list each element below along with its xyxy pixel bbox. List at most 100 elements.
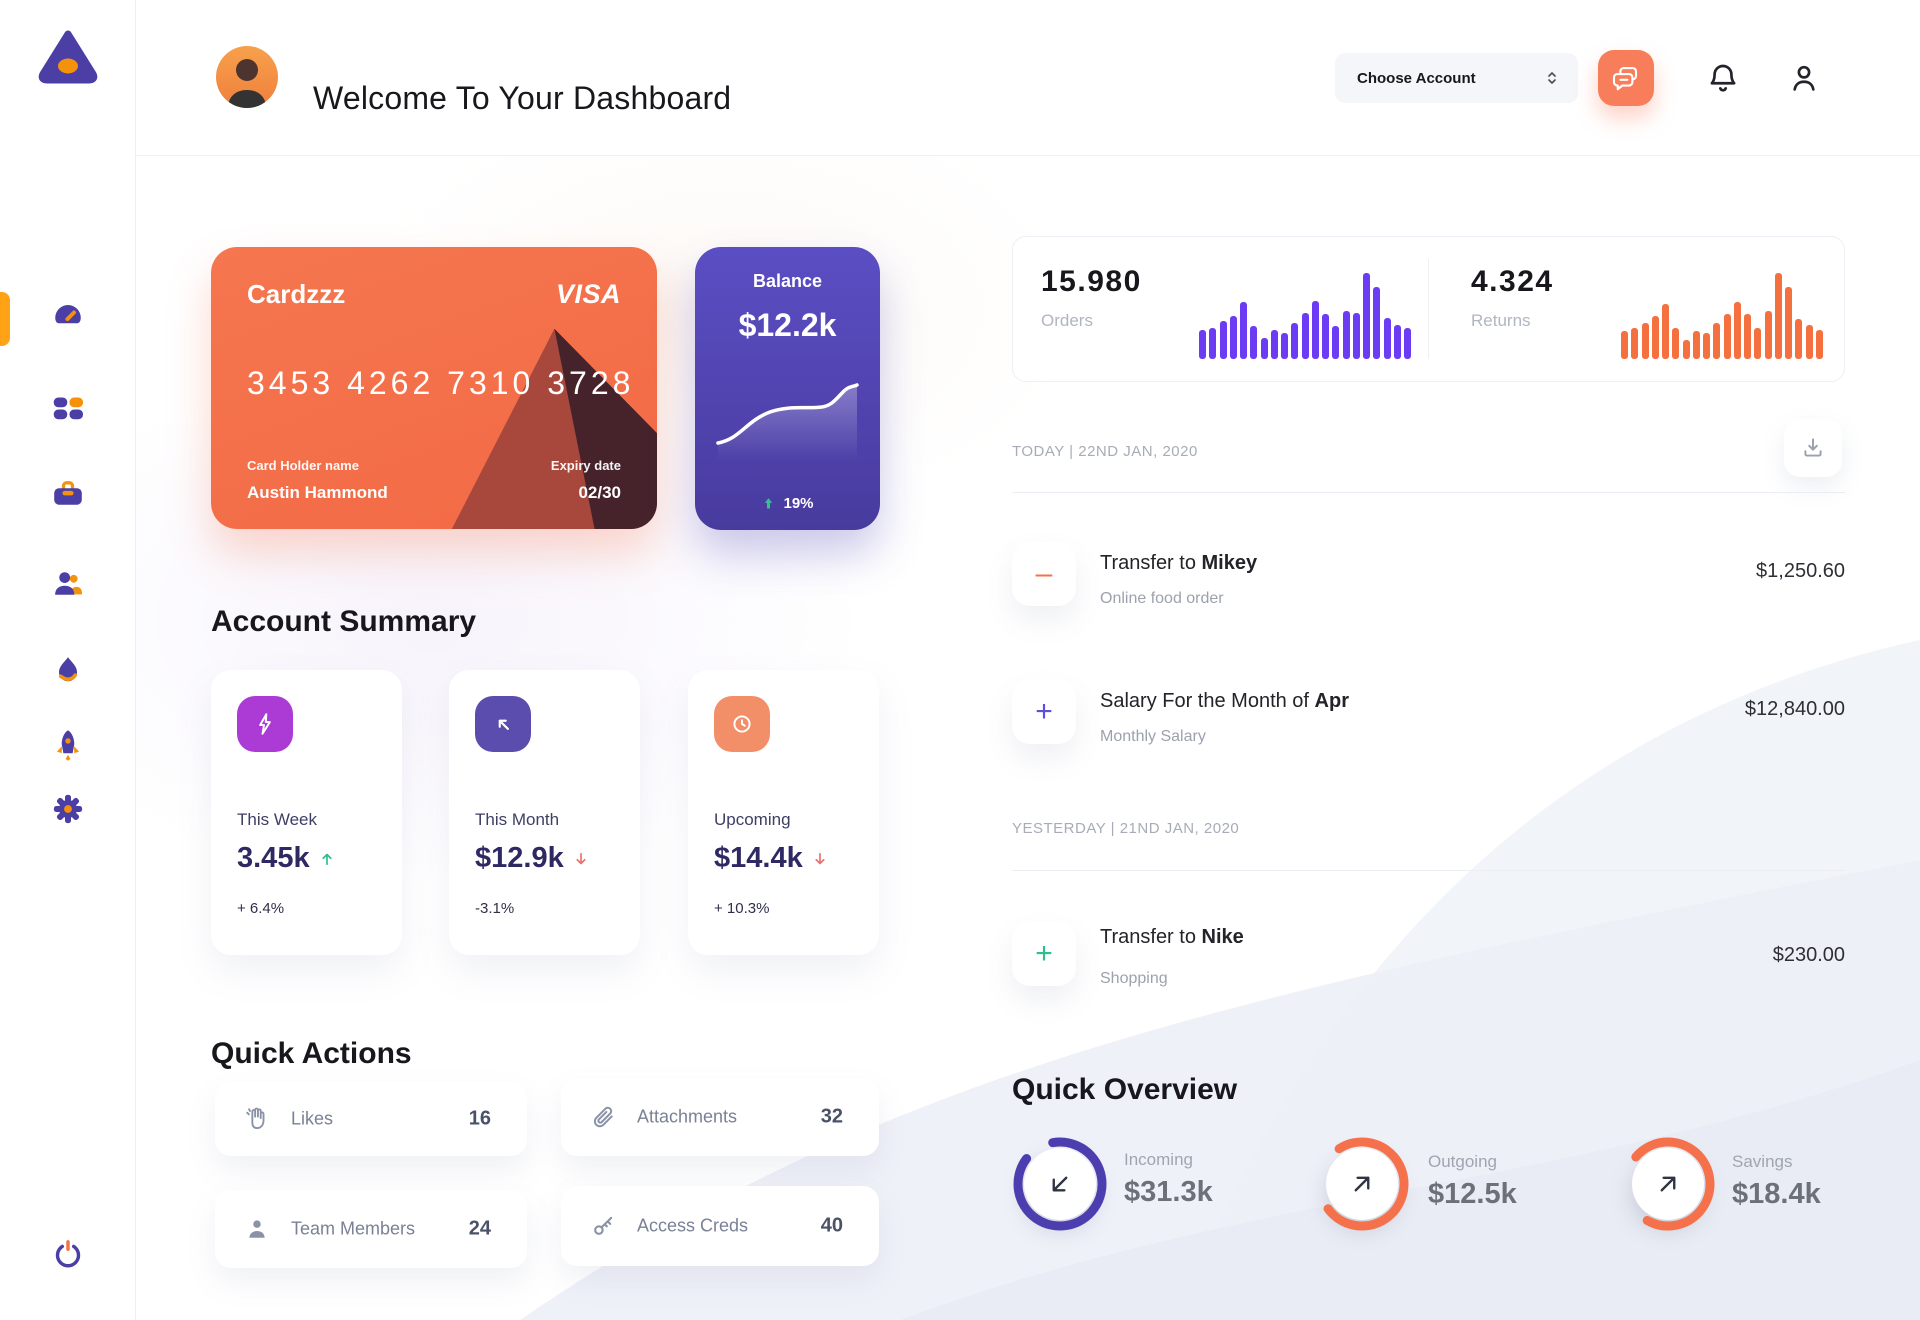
chat-button[interactable]: [1598, 50, 1654, 106]
savings-donut: [1620, 1136, 1716, 1232]
sidebar-item-activity[interactable]: [50, 652, 86, 688]
card-holder-name: Austin Hammond: [247, 483, 388, 502]
orders-sparkline: [1199, 273, 1411, 359]
spark-bar: [1723, 314, 1731, 359]
spark-bar: [1692, 331, 1700, 359]
spark-bar: [1631, 328, 1639, 359]
transaction-amount: $12,840.00: [1744, 698, 1845, 720]
transaction-title[interactable]: Salary For the Month of Apr: [1100, 690, 1349, 712]
spark-bar: [1651, 316, 1659, 359]
notifications-button[interactable]: [1705, 60, 1741, 96]
transaction-title[interactable]: Transfer to Mikey: [1100, 552, 1258, 574]
key-icon: [594, 1216, 613, 1235]
spark-bar: [1219, 321, 1227, 359]
trend-down-icon: [576, 852, 586, 864]
spark-bar: [1199, 329, 1206, 359]
app-logo[interactable]: [36, 28, 100, 86]
quick-actions-title: Quick Actions: [211, 1036, 412, 1070]
avatar-photo: [228, 59, 266, 108]
spark-bar: [1764, 310, 1772, 359]
outgoing-value: $12.5k: [1428, 1178, 1517, 1210]
quick-action-count: 40: [820, 1214, 843, 1237]
logout-button[interactable]: [50, 1237, 86, 1273]
choose-account-select[interactable]: Choose Account: [1335, 53, 1578, 103]
sidebar-item-team[interactable]: [50, 565, 86, 601]
sidebar-item-work[interactable]: [50, 475, 86, 511]
summary-card-upcoming: Upcoming $14.4k + 10.3%: [688, 670, 879, 955]
spark-bar: [1672, 328, 1680, 359]
rocket-icon: [56, 730, 80, 761]
spark-bar: [1785, 286, 1792, 359]
quick-action-likes[interactable]: Likes 16: [215, 1082, 527, 1156]
quick-action-team-members[interactable]: Team Members 24: [215, 1190, 527, 1268]
card-expiry-date: 02/30: [578, 483, 621, 502]
transaction-minus-icon: –: [1012, 542, 1076, 606]
spark-bar: [1311, 300, 1319, 359]
quick-overview-title: Quick Overview: [1012, 1072, 1238, 1106]
quick-action-count: 32: [820, 1105, 843, 1128]
returns-sparkline: [1621, 273, 1823, 359]
orders-returns-panel: 15.980 Orders 4.324 Returns: [1012, 236, 1845, 382]
quick-action-label: Team Members: [291, 1218, 416, 1239]
savings-label: Savings: [1732, 1152, 1793, 1171]
transaction-title[interactable]: Transfer to Nike: [1100, 926, 1244, 948]
summary-label: This Week: [237, 810, 317, 829]
arrow-up-left-icon: [498, 719, 509, 730]
plus-icon: +: [1035, 695, 1053, 728]
spark-bar: [1774, 273, 1782, 359]
plus-icon: +: [1035, 937, 1053, 970]
incoming-value: $31.3k: [1124, 1176, 1213, 1208]
credit-card[interactable]: Cardzzz VISA 3453 4262 7310 3728 Card Ho…: [211, 247, 657, 529]
grid-icon: [53, 397, 83, 420]
download-button[interactable]: [1784, 419, 1842, 477]
sidebar-item-launch[interactable]: [50, 726, 86, 762]
spark-bar: [1662, 303, 1669, 359]
summary-card-this-week: This Week 3.45k + 6.4%: [211, 670, 402, 955]
spark-bar: [1342, 310, 1350, 359]
spark-bar: [1805, 324, 1813, 359]
visa-logo: VISA: [555, 279, 621, 309]
sidebar-item-settings[interactable]: [50, 791, 86, 827]
quick-action-label: Access Creds: [637, 1215, 749, 1236]
divider: [1012, 870, 1845, 871]
member-icon: [249, 1220, 265, 1238]
orders-value: 15.980: [1041, 265, 1142, 298]
spark-bar: [1404, 328, 1411, 359]
spark-bar: [1393, 324, 1401, 359]
transaction-plus-icon: +: [1012, 922, 1076, 986]
spark-bar: [1621, 331, 1628, 359]
balance-delta: 19%: [695, 495, 880, 512]
spark-bar: [1754, 328, 1762, 359]
user-icon: [1793, 65, 1815, 91]
incoming-label: Incoming: [1124, 1150, 1193, 1169]
flame-icon: [59, 657, 77, 682]
transaction-subtitle: Online food order: [1100, 590, 1224, 607]
card-number: 3453 4262 7310 3728: [247, 365, 635, 401]
spark-bar: [1291, 322, 1299, 359]
minus-icon: –: [1035, 557, 1053, 590]
balance-label: Balance: [752, 271, 823, 291]
balance-card[interactable]: Balance $12.2k 19%: [695, 247, 880, 530]
profile-button[interactable]: [1786, 60, 1822, 96]
sidebar-item-dashboard[interactable]: [50, 299, 86, 335]
summary-card-this-month: This Month $12.9k -3.1%: [449, 670, 640, 955]
power-icon: [55, 1240, 81, 1268]
transactions-date-yesterday: YESTERDAY | 21ND JAN, 2020: [1012, 820, 1240, 837]
spark-bar: [1209, 328, 1217, 359]
spark-bar: [1332, 326, 1340, 359]
user-avatar[interactable]: [216, 46, 278, 108]
sidebar-item-apps[interactable]: [50, 390, 86, 426]
quick-action-access-creds[interactable]: Access Creds 40: [561, 1186, 879, 1266]
summary-value: 3.45k: [237, 842, 336, 875]
quick-action-attachments[interactable]: Attachments 32: [561, 1078, 879, 1156]
quick-action-count: 16: [468, 1107, 491, 1130]
outgoing-label: Outgoing: [1428, 1152, 1497, 1171]
transaction-plus-icon: +: [1012, 680, 1076, 744]
arrow-up-icon: [765, 498, 773, 509]
spark-bar: [1301, 312, 1309, 359]
trend-up-icon: [322, 853, 332, 865]
transaction-subtitle: Shopping: [1100, 970, 1168, 987]
clock-icon-badge: [714, 696, 770, 752]
spark-bar: [1383, 317, 1391, 359]
download-icon: [1804, 438, 1822, 457]
